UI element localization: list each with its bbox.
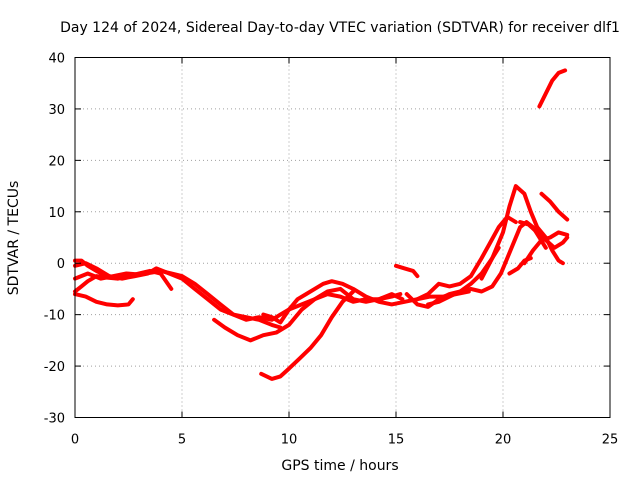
x-axis-title: GPS time / hours (281, 458, 398, 474)
series-track-17 (539, 191, 570, 222)
series-track-11 (415, 214, 518, 302)
series-track-18 (537, 68, 568, 109)
series-track-2 (73, 261, 283, 330)
x-tick-label: 20 (495, 433, 512, 448)
series-track-8 (261, 279, 471, 325)
series-track-5 (73, 258, 120, 281)
y-tick-label: 20 (48, 154, 65, 169)
y-tick-label: -20 (44, 360, 65, 375)
data-series (73, 68, 570, 381)
series-track-9 (394, 263, 420, 279)
x-tick-label: 0 (71, 433, 79, 448)
x-tick-label: 25 (602, 433, 619, 448)
y-tick-label: -10 (44, 309, 65, 324)
y-axis-title: SDTVAR / TECUs (6, 181, 22, 296)
plot-frame (74, 57, 611, 418)
y-tick-label: 40 (48, 52, 65, 67)
y-tick-label: 0 (57, 257, 65, 272)
x-tick-label: 5 (178, 433, 186, 448)
y-tick-label: 10 (48, 206, 65, 221)
series-track-4 (73, 292, 135, 308)
chart-title: Day 124 of 2024, Sidereal Day-to-day VTE… (60, 20, 620, 36)
x-tick-label: 15 (388, 433, 405, 448)
grid (75, 57, 610, 418)
series-track-15 (518, 220, 570, 250)
series-track-7 (259, 289, 356, 381)
x-tick-label: 10 (281, 433, 298, 448)
series-track-16 (507, 256, 533, 276)
y-tick-label: 30 (48, 103, 65, 118)
y-tick-label: -30 (44, 412, 65, 427)
axis-ticks: 0 5 10 15 20 25 -30 -20 -10 0 10 20 30 40 (44, 52, 619, 448)
series-track-13 (479, 184, 565, 281)
